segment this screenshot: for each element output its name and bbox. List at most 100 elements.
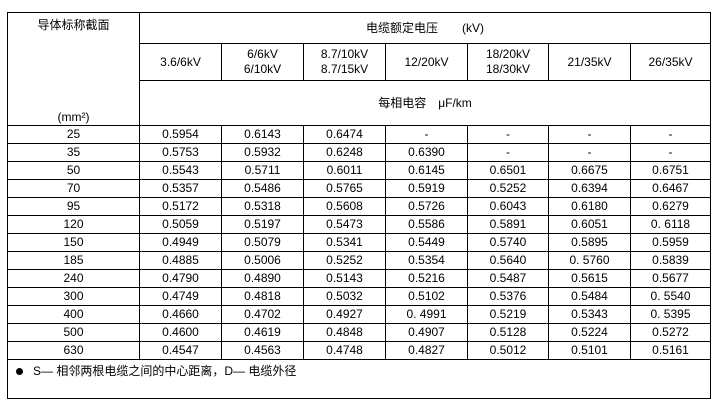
capacitance-value: 0.4949: [139, 233, 222, 252]
capacitance-value: 0.5839: [630, 251, 711, 270]
table-row: 185 0.4885 0.5006 0.5252 0.5354 0.5640 0. 5760…: [7, 251, 711, 270]
section-value: 300: [7, 287, 140, 306]
capacitance-value: 0.5543: [139, 161, 222, 180]
section-unit: (mm²): [57, 110, 90, 124]
capacitance-value: 0.5101: [548, 341, 631, 360]
capacitance-value: -: [548, 143, 631, 162]
capacitance-value: 0. 4991: [385, 305, 468, 324]
capacitance-value: 0.6143: [221, 125, 304, 144]
capacitance-value: 0.5376: [467, 287, 549, 306]
capacitance-value: 0.6675: [548, 161, 631, 180]
voltage-column-header: 8.7/10kV 8.7/15kV: [303, 43, 386, 81]
capacitance-value: -: [385, 125, 468, 144]
capacitance-value: 0.4702: [221, 305, 304, 324]
capacitance-value: 0.5932: [221, 143, 304, 162]
capacitance-value: 0.5726: [385, 197, 468, 216]
voltage-label: 12/20kV: [404, 54, 449, 69]
capacitance-value: 0.4563: [221, 341, 304, 360]
voltage-label: 21/35kV: [567, 54, 612, 69]
capacitance-value: 0.4619: [221, 323, 304, 342]
table-row: 120 0.5059 0.5197 0.5473 0.5586 0.5891 0.6051 0…: [7, 215, 711, 234]
capacitance-value: 0.5640: [467, 251, 549, 270]
capacitance-value: 0.6394: [548, 179, 631, 198]
capacity-title: 每相电容 μF/km: [139, 80, 711, 126]
capacitance-value: 0.5740: [467, 233, 549, 252]
capacitance-value: 0.5012: [467, 341, 549, 360]
capacitance-value: 0.4927: [303, 305, 386, 324]
capacitance-value: 0.5341: [303, 233, 386, 252]
capacitance-value: 0.5615: [548, 269, 631, 288]
voltage-label: 26/35kV: [648, 54, 693, 69]
section-value: 630: [7, 341, 140, 360]
section-value: 400: [7, 305, 140, 324]
section-label: 导体标称截面: [37, 18, 110, 32]
capacitance-value: 0.5252: [303, 251, 386, 270]
capacitance-value: 0.4818: [221, 287, 304, 306]
capacitance-value: 0.5959: [630, 233, 711, 252]
capacitance-value: 0. 5540: [630, 287, 711, 306]
voltage-label: 8.7/10kV: [320, 47, 369, 61]
capacitance-value: 0.6467: [630, 179, 711, 198]
footnote-cell: S— 相邻两根电缆之间的中心距离，D— 电缆外径: [7, 359, 711, 399]
capacitance-value: 0.5318: [221, 197, 304, 216]
voltage-label: 6/10kV: [243, 62, 282, 76]
voltage-column-header: 26/35kV: [630, 43, 711, 81]
capacitance-value: 0.5197: [221, 215, 304, 234]
capacitance-value: 0.4660: [139, 305, 222, 324]
voltage-column-header: 3.6/6kV: [139, 43, 222, 81]
section-value: 50: [7, 161, 140, 180]
capacitance-value: 0.6011: [303, 161, 386, 180]
section-header-cell: 导体标称截面 (mm²): [7, 12, 140, 126]
capacitance-value: 0.5006: [221, 251, 304, 270]
capacitance-value: 0.4885: [139, 251, 222, 270]
capacitance-value: 0.5272: [630, 323, 711, 342]
capacitance-value: 0.5484: [548, 287, 631, 306]
capacitance-value: 0.4749: [139, 287, 222, 306]
capacitance-value: 0.5487: [467, 269, 549, 288]
capacitance-value: 0.6501: [467, 161, 549, 180]
table-row: 35 0.5753 0.5932 0.6248 0.6390- - -: [7, 143, 711, 162]
capacitance-value: -: [630, 125, 711, 144]
section-value: 500: [7, 323, 140, 342]
table-row: 25 0.5954 0.6143 0.6474- - - -: [7, 125, 711, 144]
capacitance-value: 0.4827: [385, 341, 468, 360]
voltage-title: 电缆额定电压 (kV): [139, 12, 711, 44]
capacitance-value: 0.5224: [548, 323, 631, 342]
capacitance-value: 0.6279: [630, 197, 711, 216]
capacitance-value: 0.5102: [385, 287, 468, 306]
section-value: 185: [7, 251, 140, 270]
capacitance-value: 0.5079: [221, 233, 304, 252]
section-value: 150: [7, 233, 140, 252]
voltage-column-header: 12/20kV: [385, 43, 468, 81]
table-row: 95 0.5172 0.5318 0.5608 0.5726 0.6043 0.6180 0.…: [7, 197, 711, 216]
capacitance-value: 0.5219: [467, 305, 549, 324]
capacitance-value: 0.4907: [385, 323, 468, 342]
capacitance-value: 0.6145: [385, 161, 468, 180]
capacitance-value: 0.5059: [139, 215, 222, 234]
capacitance-value: 0.5357: [139, 179, 222, 198]
table-row: 240 0.4790 0.4890 0.5143 0.5216 0.5487 0.5615 0…: [7, 269, 711, 288]
capacitance-value: 0.4790: [139, 269, 222, 288]
table-row: 630 0.4547 0.4563 0.4748 0.4827 0.5012 0.5101 0…: [7, 341, 711, 360]
voltage-label: 3.6/6kV: [160, 54, 201, 69]
capacitance-value: 0.5473: [303, 215, 386, 234]
capacitance-value: 0.5677: [630, 269, 711, 288]
capacitance-value: 0.5586: [385, 215, 468, 234]
capacitance-value: -: [467, 125, 549, 144]
capacitance-value: 0. 5395: [630, 305, 711, 324]
capacitance-value: 0.5608: [303, 197, 386, 216]
capacitance-value: 0.5354: [385, 251, 468, 270]
voltage-column-header: 21/35kV: [548, 43, 631, 81]
capacitance-value: 0.6043: [467, 197, 549, 216]
voltage-label: 8.7/15kV: [320, 62, 369, 76]
capacitance-value: 0.4890: [221, 269, 304, 288]
capacitance-value: 0.5891: [467, 215, 549, 234]
capacitance-value: 0.4547: [139, 341, 222, 360]
voltage-label: 6/6kV: [247, 47, 278, 61]
capacitance-value: 0.5032: [303, 287, 386, 306]
capacitance-value: 0.5954: [139, 125, 222, 144]
voltage-label: 18/20kV: [485, 47, 531, 61]
section-value: 70: [7, 179, 140, 198]
capacitance-value: 0.6180: [548, 197, 631, 216]
capacitance-value: 0.5343: [548, 305, 631, 324]
